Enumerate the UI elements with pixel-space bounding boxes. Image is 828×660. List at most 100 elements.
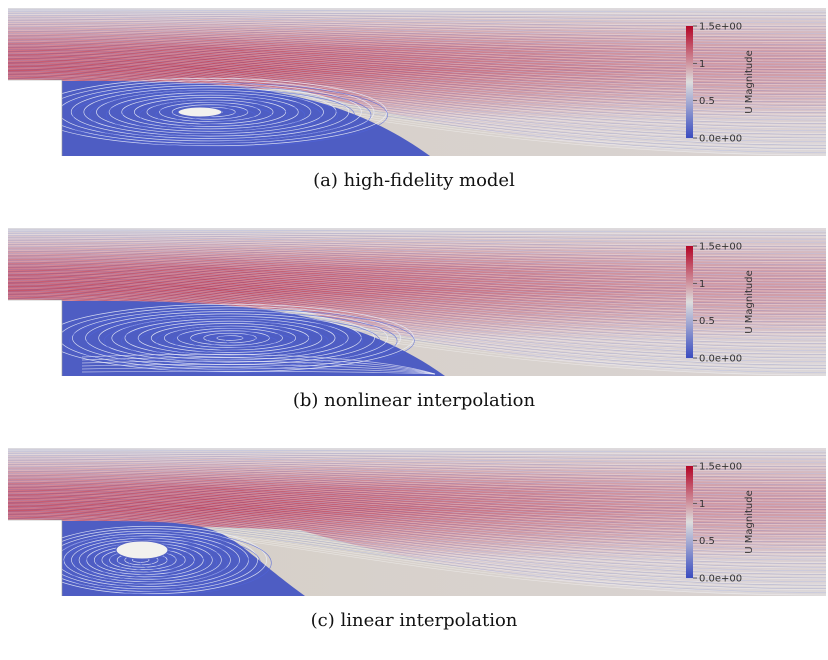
streamline	[8, 470, 826, 493]
streamline	[8, 261, 826, 295]
streamline	[8, 22, 826, 37]
streamline	[8, 34, 826, 63]
streamline	[8, 498, 826, 550]
streamline	[8, 281, 826, 335]
streamline	[8, 39, 826, 72]
streamline	[8, 473, 826, 500]
streamline	[8, 33, 826, 60]
streamline	[8, 38, 826, 70]
streamline	[8, 476, 826, 507]
streamline	[8, 51, 826, 96]
streamline	[8, 277, 826, 327]
streamline	[8, 46, 826, 86]
streamline	[8, 458, 826, 469]
streamline	[8, 509, 826, 571]
streamline	[8, 230, 826, 233]
streamline	[8, 462, 826, 477]
streamline	[8, 45, 826, 85]
colorbar-tick-label: 1.5e+00	[699, 22, 742, 33]
streamline	[8, 242, 826, 258]
streamline	[8, 15, 826, 24]
streamline	[8, 54, 826, 103]
streamline	[8, 41, 826, 75]
streamline	[8, 65, 826, 124]
streamline	[8, 510, 826, 575]
streamline	[8, 509, 826, 572]
streamline	[8, 254, 826, 283]
streamline	[8, 72, 826, 139]
streamline	[8, 462, 826, 478]
streamline	[8, 66, 826, 126]
streamline	[8, 510, 826, 574]
streamline	[8, 501, 826, 557]
streamline	[8, 486, 826, 526]
streamline	[8, 508, 826, 569]
streamline	[8, 255, 826, 284]
streamline	[8, 239, 826, 251]
streamline	[8, 251, 826, 276]
streamline	[8, 271, 826, 316]
streamline	[8, 234, 826, 241]
streamline	[8, 487, 826, 528]
streamline	[8, 482, 826, 517]
streamline	[8, 15, 826, 23]
streamline	[8, 485, 826, 525]
streamline	[8, 262, 826, 297]
streamline	[8, 294, 826, 362]
streamline	[8, 296, 826, 365]
streamline	[8, 49, 826, 91]
streamline	[8, 478, 826, 509]
streamline	[8, 285, 826, 344]
streamline	[8, 271, 826, 316]
streamline	[8, 18, 826, 29]
streamline	[8, 236, 826, 247]
streamline	[8, 47, 826, 88]
streamline	[8, 20, 826, 34]
streamline	[8, 64, 826, 121]
streamline	[8, 292, 826, 359]
streamline	[8, 467, 826, 488]
streamline	[8, 489, 826, 532]
recirculation-zone	[33, 77, 430, 156]
streamline	[8, 475, 826, 504]
streamline	[8, 31, 826, 56]
streamline	[8, 285, 826, 343]
streamline	[8, 500, 826, 553]
caption-a: (a) high-fidelity model	[313, 170, 515, 191]
streamline	[8, 287, 826, 348]
streamline	[8, 28, 826, 50]
streamline	[8, 466, 826, 485]
streamline	[8, 240, 826, 254]
caption-b: (b) nonlinear interpolation	[292, 390, 536, 411]
streamline	[8, 269, 826, 312]
streamline	[8, 507, 826, 568]
streamline	[8, 54, 826, 102]
streamline	[8, 284, 826, 341]
streamline	[8, 73, 826, 140]
streamline	[8, 247, 826, 268]
streamline	[8, 263, 826, 301]
streamline	[8, 30, 826, 53]
streamline	[8, 482, 826, 518]
streamline	[8, 69, 826, 132]
streamline	[8, 494, 826, 542]
streamline	[8, 55, 826, 104]
streamline	[8, 236, 826, 246]
streamline	[8, 293, 826, 360]
streamline	[8, 34, 826, 61]
streamline	[8, 474, 826, 503]
streamline	[8, 265, 826, 303]
streamline	[8, 454, 826, 461]
streamline	[8, 294, 826, 362]
streamline	[8, 50, 826, 94]
streamline	[8, 249, 826, 272]
streamline	[8, 60, 826, 113]
colorbar-tick-label: 0.5	[699, 96, 715, 107]
colorbar-tick-label: 0.0e+00	[699, 574, 742, 585]
streamline	[8, 260, 826, 294]
streamline	[8, 471, 826, 496]
streamline	[8, 62, 826, 118]
streamline	[8, 16, 826, 26]
streamline	[8, 278, 826, 330]
streamline-plot-b: 1.5e+00 1 0.5 0.0e+00 U Magnitude	[8, 228, 826, 376]
